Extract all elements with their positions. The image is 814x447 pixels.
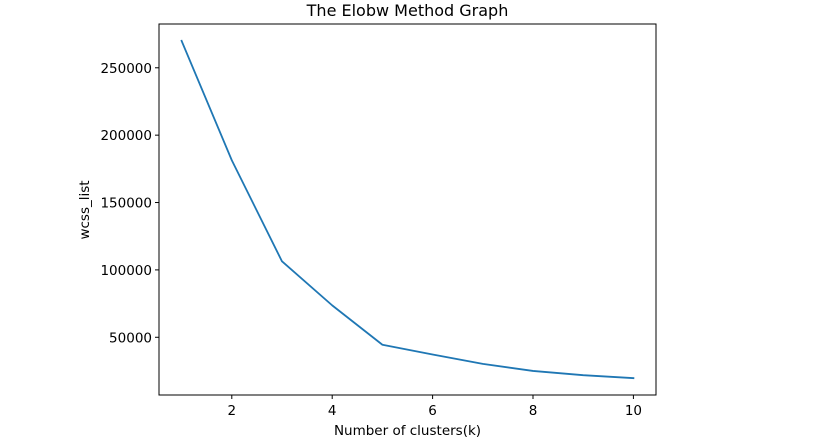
x-tick-label: 4 xyxy=(328,403,337,419)
y-axis-label: wcss_list xyxy=(77,180,93,239)
y-tick-label: 200000 xyxy=(100,128,152,144)
plot-area: 50000 100000 150000 200000 250000 2 4 6 8 10 xyxy=(100,23,657,419)
x-axis-ticks: 2 4 6 8 10 xyxy=(227,395,642,419)
x-tick-label: 6 xyxy=(428,403,437,419)
x-tick-label: 10 xyxy=(625,403,642,419)
y-tick-label: 50000 xyxy=(109,330,152,346)
x-axis-label: Number of clusters(k) xyxy=(334,423,481,439)
chart-title: The Elobw Method Graph xyxy=(306,1,509,20)
x-tick-label: 8 xyxy=(529,403,538,419)
series-line-wcss xyxy=(180,39,635,380)
y-axis-ticks: 50000 100000 150000 200000 250000 xyxy=(100,61,159,346)
x-tick-label: 2 xyxy=(227,403,236,419)
y-tick-label: 150000 xyxy=(100,196,152,212)
y-tick-label: 100000 xyxy=(100,263,152,279)
y-tick-label: 250000 xyxy=(100,61,152,77)
plot-frame xyxy=(158,23,657,396)
